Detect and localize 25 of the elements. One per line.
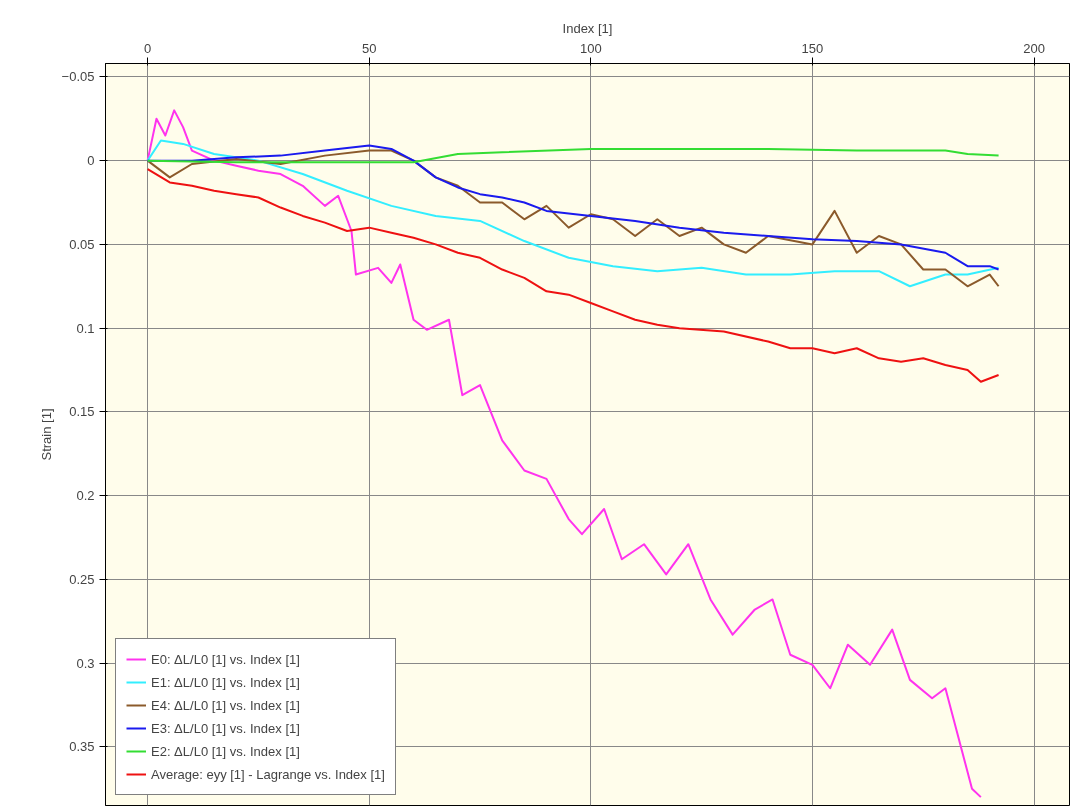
y-axis-title: Strain [1] [38,408,54,461]
x-axis-title: Index [1] [562,20,613,36]
x-tick-label: 50 [361,40,377,56]
legend-label: Average: eyy [1] - Lagrange vs. Index [1] [151,766,385,782]
line-series [146,168,1000,383]
y-tick-label: −0.05 [61,69,95,85]
line-series [146,147,1000,164]
legend-label: E4: ΔL/L0 [1] vs. Index [1] [151,697,300,713]
legend-label: E1: ΔL/L0 [1] vs. Index [1] [151,674,300,690]
y-tick-label: 0.35 [69,739,95,755]
x-tick-label: 200 [1023,40,1045,56]
y-tick-label: 0.3 [76,655,95,671]
x-tick-label: 0 [143,40,152,56]
y-tick-label: 0 [87,153,95,169]
legend-label: E2: ΔL/L0 [1] vs. Index [1] [151,743,300,759]
line-series [146,109,982,799]
x-tick-label: 100 [579,40,602,56]
y-tick-label: 0.2 [76,488,95,504]
legend-label: E0: ΔL/L0 [1] vs. Index [1] [151,651,300,667]
y-tick-label: 0.15 [69,404,95,420]
y-tick-label: 0.25 [69,571,95,587]
legend-label: E3: ΔL/L0 [1] vs. Index [1] [151,720,300,736]
x-tick-label: 150 [801,40,824,56]
y-tick-label: 0.05 [69,236,95,252]
y-tick-label: 0.1 [76,320,95,336]
